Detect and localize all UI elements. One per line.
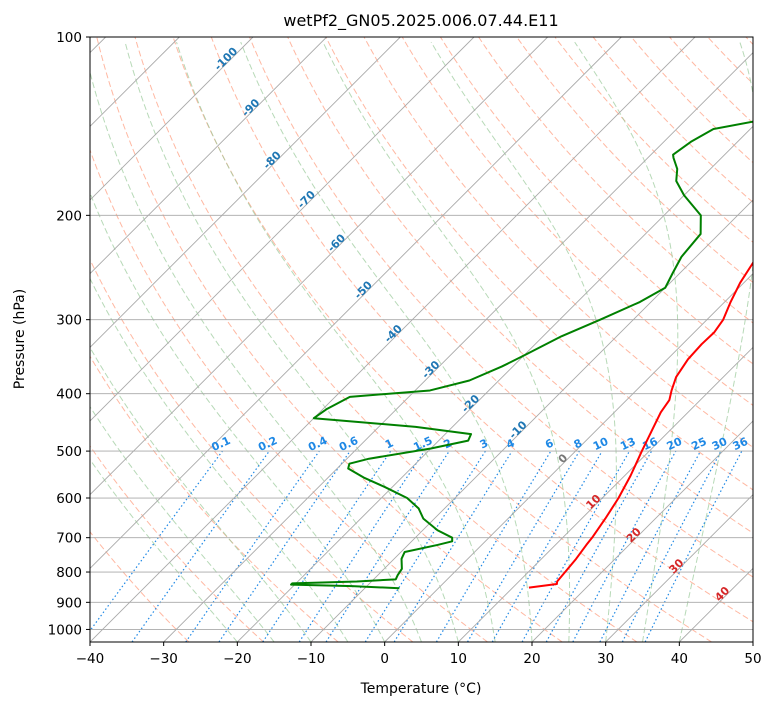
x-tick-label: 0 [380, 651, 389, 667]
moist-adiabat-line [322, 41, 571, 642]
mixing-ratio-line [218, 450, 351, 642]
y-tick-label: 900 [56, 595, 82, 611]
dry-adiabat-line [592, 37, 753, 203]
x-tick-label: −10 [297, 651, 326, 667]
moist-adiabat-line [90, 191, 386, 642]
moist-adiabat-line [176, 41, 496, 642]
dry-adiabat-line [134, 37, 638, 642]
moist-adiabat-line [90, 277, 349, 642]
dry-adiabat-line [90, 530, 190, 642]
mixing-ratio-line [90, 450, 223, 632]
mixing-ratio-line [521, 450, 631, 642]
mixing-ratio-line [325, 450, 450, 642]
mixing-ratio-line [466, 450, 580, 642]
moist-adiabat-line [90, 346, 312, 642]
axes: −40 −30 −20 −10 0 10 20 30 40 50 100 200 300 400 500 60… [48, 30, 762, 667]
mixing-ratio-label: 20 [665, 435, 685, 453]
dewpoint-profile-line [290, 120, 753, 590]
plot-area: -100-90-80-70-60-50-40-30-20-10010203040… [90, 37, 753, 642]
mixing-ratio-line [572, 450, 677, 642]
y-tick-label: 1000 [48, 622, 82, 638]
plot-frame [89, 36, 754, 643]
y-tick-label: 700 [56, 531, 82, 547]
x-tick-label: 50 [744, 651, 761, 667]
dry-adiabat-line [90, 258, 414, 642]
isotherm-line [90, 37, 622, 569]
y-tick-label: 500 [56, 444, 82, 460]
x-tick-label: 30 [597, 651, 614, 667]
isotherm-line [458, 346, 753, 642]
y-tick-label: 800 [56, 565, 82, 581]
isotherm-line [90, 37, 696, 642]
moist-adiabat-line [574, 41, 679, 642]
x-tick-label: 40 [671, 651, 688, 667]
isotherm-line [163, 52, 753, 642]
isotherm-line [90, 37, 475, 422]
dry-adiabat-line [478, 37, 753, 324]
isotherm-line [90, 37, 254, 201]
x-tick-label: −40 [76, 651, 105, 667]
mixing-ratio-line [185, 450, 320, 642]
y-axis-label: Pressure (hPa) [12, 289, 28, 389]
isotherm-line [90, 37, 327, 275]
mixing-ratio-label: 10 [591, 435, 611, 453]
isotherm-line [531, 420, 753, 642]
mixing-ratio-label: 16 [640, 435, 660, 453]
y-tick-label: 400 [56, 387, 82, 403]
moist-adiabat-line [678, 41, 753, 642]
x-tick-label: −30 [149, 651, 178, 667]
dry-adiabat-line [249, 37, 753, 578]
temperature-profile-line [528, 261, 753, 589]
x-axis-label: Temperature (°C) [360, 681, 482, 697]
dry-adiabat-line [516, 37, 753, 284]
mixing-ratio-line [131, 450, 270, 642]
mixing-ratio-line [393, 450, 513, 642]
moist-adiabat-line [90, 70, 422, 642]
dry-adiabat-line [363, 37, 753, 448]
mixing-ratio-label: 13 [618, 435, 637, 453]
dry-adiabat-line [96, 37, 563, 642]
moist-adiabat-line [90, 458, 238, 642]
dry-adiabat-line [325, 37, 753, 491]
x-tick-label: 20 [523, 651, 540, 667]
isotherm-line [605, 494, 753, 642]
y-tick-label: 100 [56, 30, 82, 46]
dry-adiabat-line [439, 37, 753, 365]
dry-adiabat-line [554, 37, 753, 243]
isotherm-line [90, 37, 401, 348]
mixing-ratio-label: 36 [731, 435, 751, 453]
isotherm-line [384, 273, 753, 642]
isotherm-line [90, 37, 548, 496]
isotherm-line [310, 199, 753, 642]
dry-adiabat-line [287, 37, 753, 534]
mixing-ratio-label: 25 [689, 435, 708, 453]
mixing-ratio-line [364, 450, 486, 642]
chart-title: wetPf2_GN05.2025.006.07.44.E11 [283, 11, 558, 31]
x-tick-label: 10 [450, 651, 467, 667]
isotherm-line [237, 125, 753, 642]
dry-adiabat-line [90, 148, 488, 642]
y-tick-label: 300 [56, 313, 82, 329]
mixing-ratio-line [435, 450, 552, 642]
mixing-ratio-line [491, 450, 603, 642]
y-tick-label: 200 [56, 208, 82, 224]
dry-adiabat-line [401, 37, 753, 406]
dry-adiabat-line [210, 37, 753, 623]
mixing-ratio-label: 30 [710, 435, 730, 453]
moist-adiabat-line [430, 41, 617, 642]
y-tick-label: 600 [56, 491, 82, 507]
x-tick-label: −20 [223, 651, 252, 667]
moist-adiabat-line [90, 405, 275, 642]
moist-adiabat-line [240, 41, 533, 642]
dry-adiabat-line [630, 37, 753, 164]
